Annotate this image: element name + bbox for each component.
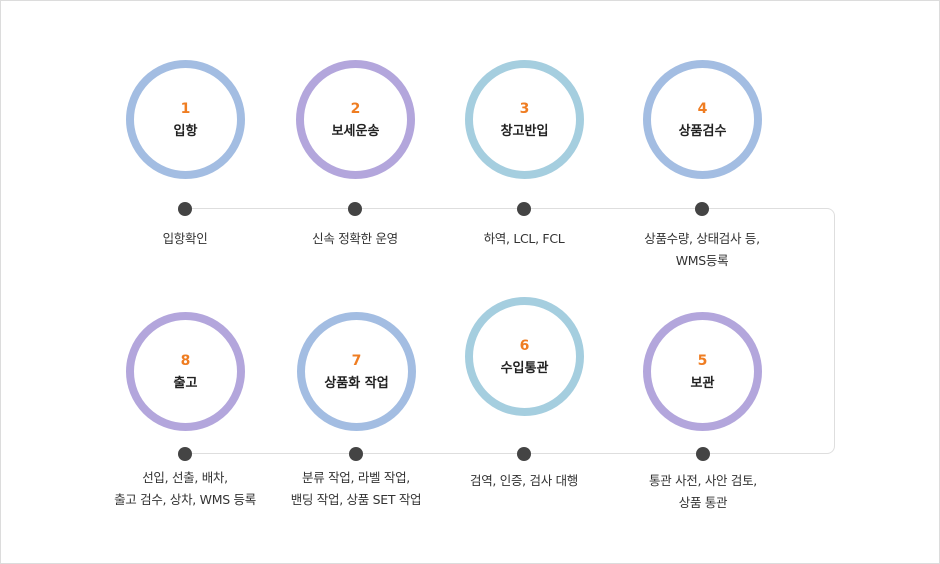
step-2-dot: [348, 202, 362, 216]
step-2-desc-line-1: 신속 정확한 운영: [312, 231, 398, 246]
step-4-dot: [695, 202, 709, 216]
step-7-desc-line-2: 밴딩 작업, 상품 SET 작업: [290, 492, 422, 507]
step-2-circle: 2 보세운송: [296, 60, 415, 179]
step-6-number: 6: [519, 337, 530, 354]
step-3-number: 3: [519, 100, 530, 117]
step-5-description: 통관 사전, 사안 검토, 상품 통관: [603, 470, 803, 514]
step-4-title: 상품검수: [678, 123, 727, 139]
step-5-circle: 5 보관: [643, 312, 762, 431]
step-3-description: 하역, LCL, FCL: [424, 228, 624, 250]
step-3-desc-line-1: 하역, LCL, FCL: [483, 231, 565, 246]
step-8-title: 출고: [173, 375, 198, 391]
step-2-title: 보세운송: [331, 123, 380, 139]
step-4-number: 4: [697, 100, 708, 117]
step-7-circle: 7 상품화 작업: [297, 312, 416, 431]
step-6-desc-line-1: 검역, 인증, 검사 대행: [470, 473, 578, 488]
step-4-desc-line-2: WMS등록: [675, 253, 729, 268]
step-5-dot: [696, 447, 710, 461]
step-4-circle: 4 상품검수: [643, 60, 762, 179]
step-6-circle: 6 수입통관: [465, 297, 584, 416]
step-7-description: 분류 작업, 라벨 작업, 밴딩 작업, 상품 SET 작업: [256, 467, 456, 511]
step-1-title: 입항: [173, 123, 198, 139]
step-1-description: 입항확인: [85, 228, 285, 250]
step-2-description: 신속 정확한 운영: [255, 228, 455, 250]
step-1-number: 1: [180, 100, 191, 117]
step-7-dot: [349, 447, 363, 461]
step-7-number: 7: [351, 352, 362, 369]
step-8-desc-line-1: 선입, 선출, 배차,: [142, 470, 228, 485]
flow-connector-line: [185, 208, 835, 454]
step-1-dot: [178, 202, 192, 216]
step-4-desc-line-1: 상품수량, 상태검사 등,: [644, 231, 760, 246]
step-6-title: 수입통관: [500, 360, 549, 376]
step-8-circle: 8 출고: [126, 312, 245, 431]
step-8-desc-line-2: 출고 검수, 상차, WMS 등록: [114, 492, 256, 507]
step-7-title: 상품화 작업: [324, 375, 389, 391]
step-1-desc-line-1: 입항확인: [162, 231, 208, 246]
step-4-description: 상품수량, 상태검사 등, WMS등록: [602, 228, 802, 272]
step-1-circle: 1 입항: [126, 60, 245, 179]
step-7-desc-line-1: 분류 작업, 라벨 작업,: [302, 470, 410, 485]
step-6-description: 검역, 인증, 검사 대행: [424, 470, 624, 492]
step-8-description: 선입, 선출, 배차, 출고 검수, 상차, WMS 등록: [85, 467, 285, 511]
step-8-dot: [178, 447, 192, 461]
step-6-dot: [517, 447, 531, 461]
step-3-dot: [517, 202, 531, 216]
step-3-circle: 3 창고반입: [465, 60, 584, 179]
step-2-number: 2: [350, 100, 361, 117]
step-5-desc-line-1: 통관 사전, 사안 검토,: [649, 473, 757, 488]
step-8-number: 8: [180, 352, 191, 369]
step-3-title: 창고반입: [500, 123, 549, 139]
step-5-desc-line-2: 상품 통관: [678, 495, 728, 510]
step-5-title: 보관: [690, 375, 715, 391]
step-5-number: 5: [697, 352, 708, 369]
